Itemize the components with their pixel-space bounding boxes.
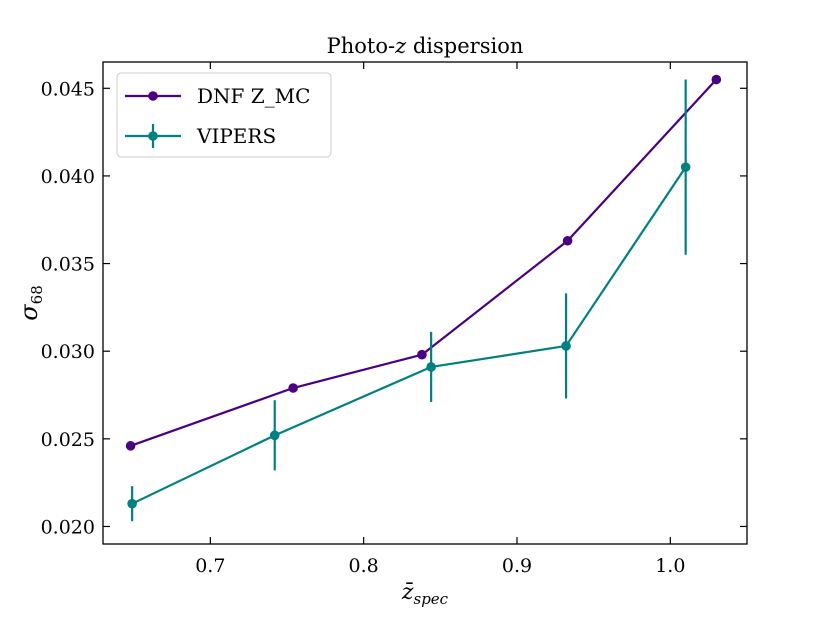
data-point-dnf-z-mc-1 [288, 383, 298, 393]
y-tick-label-1: 0.025 [41, 429, 95, 451]
legend-label-dnf: DNF Z_MC [197, 84, 310, 108]
ticks-layer: 0.7 0.8 0.9 1.0 0.020 0.025 0.030 0.035 0.040 0.0… [41, 62, 747, 577]
x-tick-label-1: 0.8 [349, 555, 379, 577]
chart-title: Photo-z dispersion [327, 34, 524, 58]
y-tick-label-3: 0.035 [41, 254, 95, 276]
legend-label-vipers: VIPERS [196, 124, 276, 148]
y-tick-label-5: 0.045 [41, 78, 95, 100]
plot-frame [102, 61, 748, 545]
y-tick-label-2: 0.030 [41, 341, 95, 363]
data-point-dnf-z-mc-4 [711, 74, 722, 85]
x-tick-label-2: 0.9 [502, 555, 532, 577]
x-tick-label-3: 1.0 [655, 555, 685, 577]
series-layer [125, 74, 722, 522]
data-point-vipers-2 [426, 362, 436, 372]
data-point-vipers-3 [561, 341, 571, 351]
data-point-dnf-z-mc-2 [417, 349, 427, 360]
x-axis-label: z̄spec [401, 580, 449, 608]
legend-marker-dnf [148, 91, 158, 101]
legend-marker-vipers [148, 131, 158, 141]
legend: DNF Z_MC VIPERS [116, 72, 332, 158]
y-axis-label: σ68 [15, 285, 46, 320]
data-point-dnf-z-mc-0 [125, 441, 136, 451]
data-point-vipers-1 [269, 430, 280, 441]
data-point-vipers-0 [127, 498, 137, 509]
data-point-dnf-z-mc-3 [562, 235, 573, 246]
x-tick-label-0: 0.7 [195, 555, 225, 577]
y-tick-label-0: 0.020 [41, 516, 95, 538]
y-tick-label-4: 0.040 [41, 166, 95, 188]
data-point-vipers-4 [680, 162, 691, 172]
